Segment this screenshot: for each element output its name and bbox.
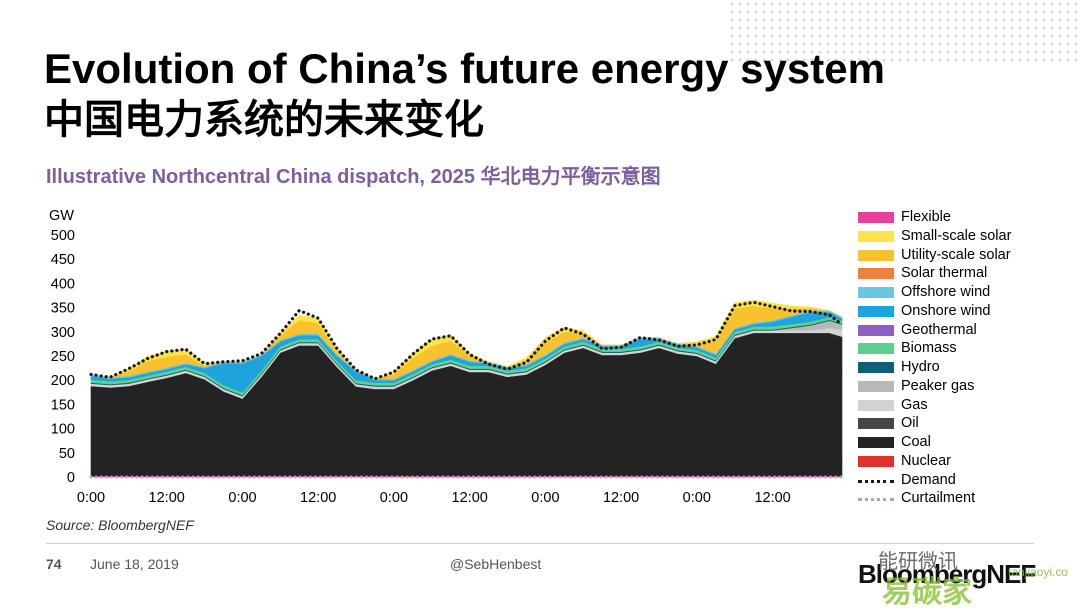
x-tick-label: 12:00 [603, 490, 639, 506]
legend-line-swatch [858, 498, 894, 502]
legend-color-swatch [858, 249, 894, 261]
y-tick-label: 200 [51, 373, 75, 389]
legend-item-biomass: Biomass [858, 339, 1058, 358]
legend-color-swatch [858, 437, 894, 448]
chart-subtitle: Illustrative Northcentral China dispatch… [46, 166, 661, 188]
legend-label: Coal [901, 434, 931, 450]
x-tick-label: 0:00 [380, 490, 408, 506]
legend-label: Biomass [901, 340, 957, 357]
legend-color-swatch [858, 399, 894, 411]
y-tick-label: 500 [51, 228, 75, 244]
legend-label: Hydro [901, 359, 940, 375]
y-tick-label: 450 [51, 252, 75, 268]
legend-color-swatch [858, 418, 894, 430]
y-tick-label: 50 [59, 446, 75, 462]
legend-item-peaker-gas: Peaker gas [858, 377, 1058, 396]
y-tick-label: 250 [51, 349, 75, 365]
footer-divider [46, 543, 1034, 544]
y-axis-unit: GW [49, 208, 74, 224]
legend-item-solar-thermal: Solar thermal [858, 264, 1058, 283]
legend-color-swatch [858, 230, 894, 242]
legend-item-onshore-wind: Onshore wind [858, 302, 1058, 321]
legend-item-offshore-wind: Offshore wind [858, 283, 1058, 302]
legend-label: Offshore wind [901, 284, 991, 300]
legend-item-geothermal: Geothermal [858, 321, 1058, 340]
legend-line-swatch [858, 479, 894, 483]
legend-label: Onshore wind [901, 302, 991, 319]
watermark-url: tanjiaoyi.com [1008, 565, 1068, 579]
legend-label: Peaker gas [901, 377, 975, 394]
legend-label: Small-scale solar [901, 227, 1012, 244]
legend-item-coal: Coal [858, 433, 1058, 452]
y-tick-label: 350 [51, 301, 75, 317]
watermark-tanjiaoyi: 易碳家 [882, 576, 972, 605]
legend-item-utility-scale-solar: Utility-scale solar [858, 246, 1058, 265]
source-note: Source: BloombergNEF [46, 517, 194, 533]
brand-area: BloombergNEF 能研微讯 易碳家 tanjiaoyi.com [858, 545, 1068, 605]
legend-label: Flexible [901, 209, 951, 225]
legend-label: Demand [901, 471, 956, 488]
x-tick-label: 12:00 [452, 490, 488, 506]
y-tick-label: 150 [51, 397, 75, 413]
overlay-lines [89, 300, 844, 479]
legend-color-swatch [858, 455, 894, 467]
legend-item-hydro: Hydro [858, 358, 1058, 377]
legend-label: Solar thermal [901, 265, 988, 282]
x-tick-label: 0:00 [228, 490, 256, 506]
footer-date: June 18, 2019 [90, 556, 179, 572]
twitter-handle: @SebHenbest [450, 556, 542, 572]
legend-color-swatch [858, 268, 894, 280]
legend-label: Utility-scale solar [901, 246, 1011, 263]
legend-color-swatch [858, 287, 894, 298]
y-tick-label: 300 [51, 325, 75, 341]
legend-label: Oil [901, 415, 919, 432]
legend-item-gas: Gas [858, 396, 1058, 415]
legend-label: Gas [901, 396, 928, 413]
page-number: 74 [46, 556, 62, 572]
chart-legend: Flexible Small-scale solar Utility-scale s… [858, 208, 1058, 508]
legend-color-swatch [858, 324, 894, 336]
stacked-areas [90, 299, 843, 478]
legend-color-swatch [858, 305, 894, 317]
legend-label: Nuclear [901, 452, 951, 469]
legend-color-swatch [858, 380, 894, 392]
page-title-chinese: 中国电力系统的未来变化 [44, 97, 484, 143]
decorative-dot-grid [728, 0, 1080, 62]
legend-label: Curtailment [901, 490, 976, 507]
chart-axes: GW 0 50 100 150 200 250 300 350 400 450 500 0:00 12:0… [49, 208, 791, 506]
legend-color-swatch [858, 343, 894, 355]
x-tick-label: 12:00 [754, 490, 790, 506]
legend-item-oil: Oil [858, 414, 1058, 433]
demand-line [89, 300, 844, 381]
legend-item-flexible: Flexible [858, 208, 1058, 227]
legend-item-nuclear: Nuclear [858, 452, 1058, 471]
legend-item-curtailment: Curtailment [858, 489, 1058, 508]
x-tick-label: 12:00 [300, 490, 336, 506]
x-tick-label: 12:00 [149, 490, 185, 506]
page-title: Evolution of China’s future energy syste… [44, 45, 885, 92]
watermark-wechat: 能研微讯 [878, 551, 958, 573]
bloombergnef-logo: BloombergNEF [858, 559, 1036, 589]
legend-item-demand: Demand [858, 471, 1058, 490]
legend-label: Geothermal [901, 321, 977, 338]
x-tick-label: 0:00 [683, 490, 711, 506]
y-tick-label: 0 [67, 470, 75, 486]
x-tick-label: 0:00 [77, 490, 105, 506]
legend-color-swatch [858, 362, 894, 373]
x-tick-label: 0:00 [531, 490, 559, 506]
y-tick-label: 100 [51, 422, 75, 438]
legend-color-swatch [858, 212, 894, 223]
y-tick-label: 400 [51, 276, 75, 292]
legend-item-small-scale-solar: Small-scale solar [858, 227, 1058, 246]
